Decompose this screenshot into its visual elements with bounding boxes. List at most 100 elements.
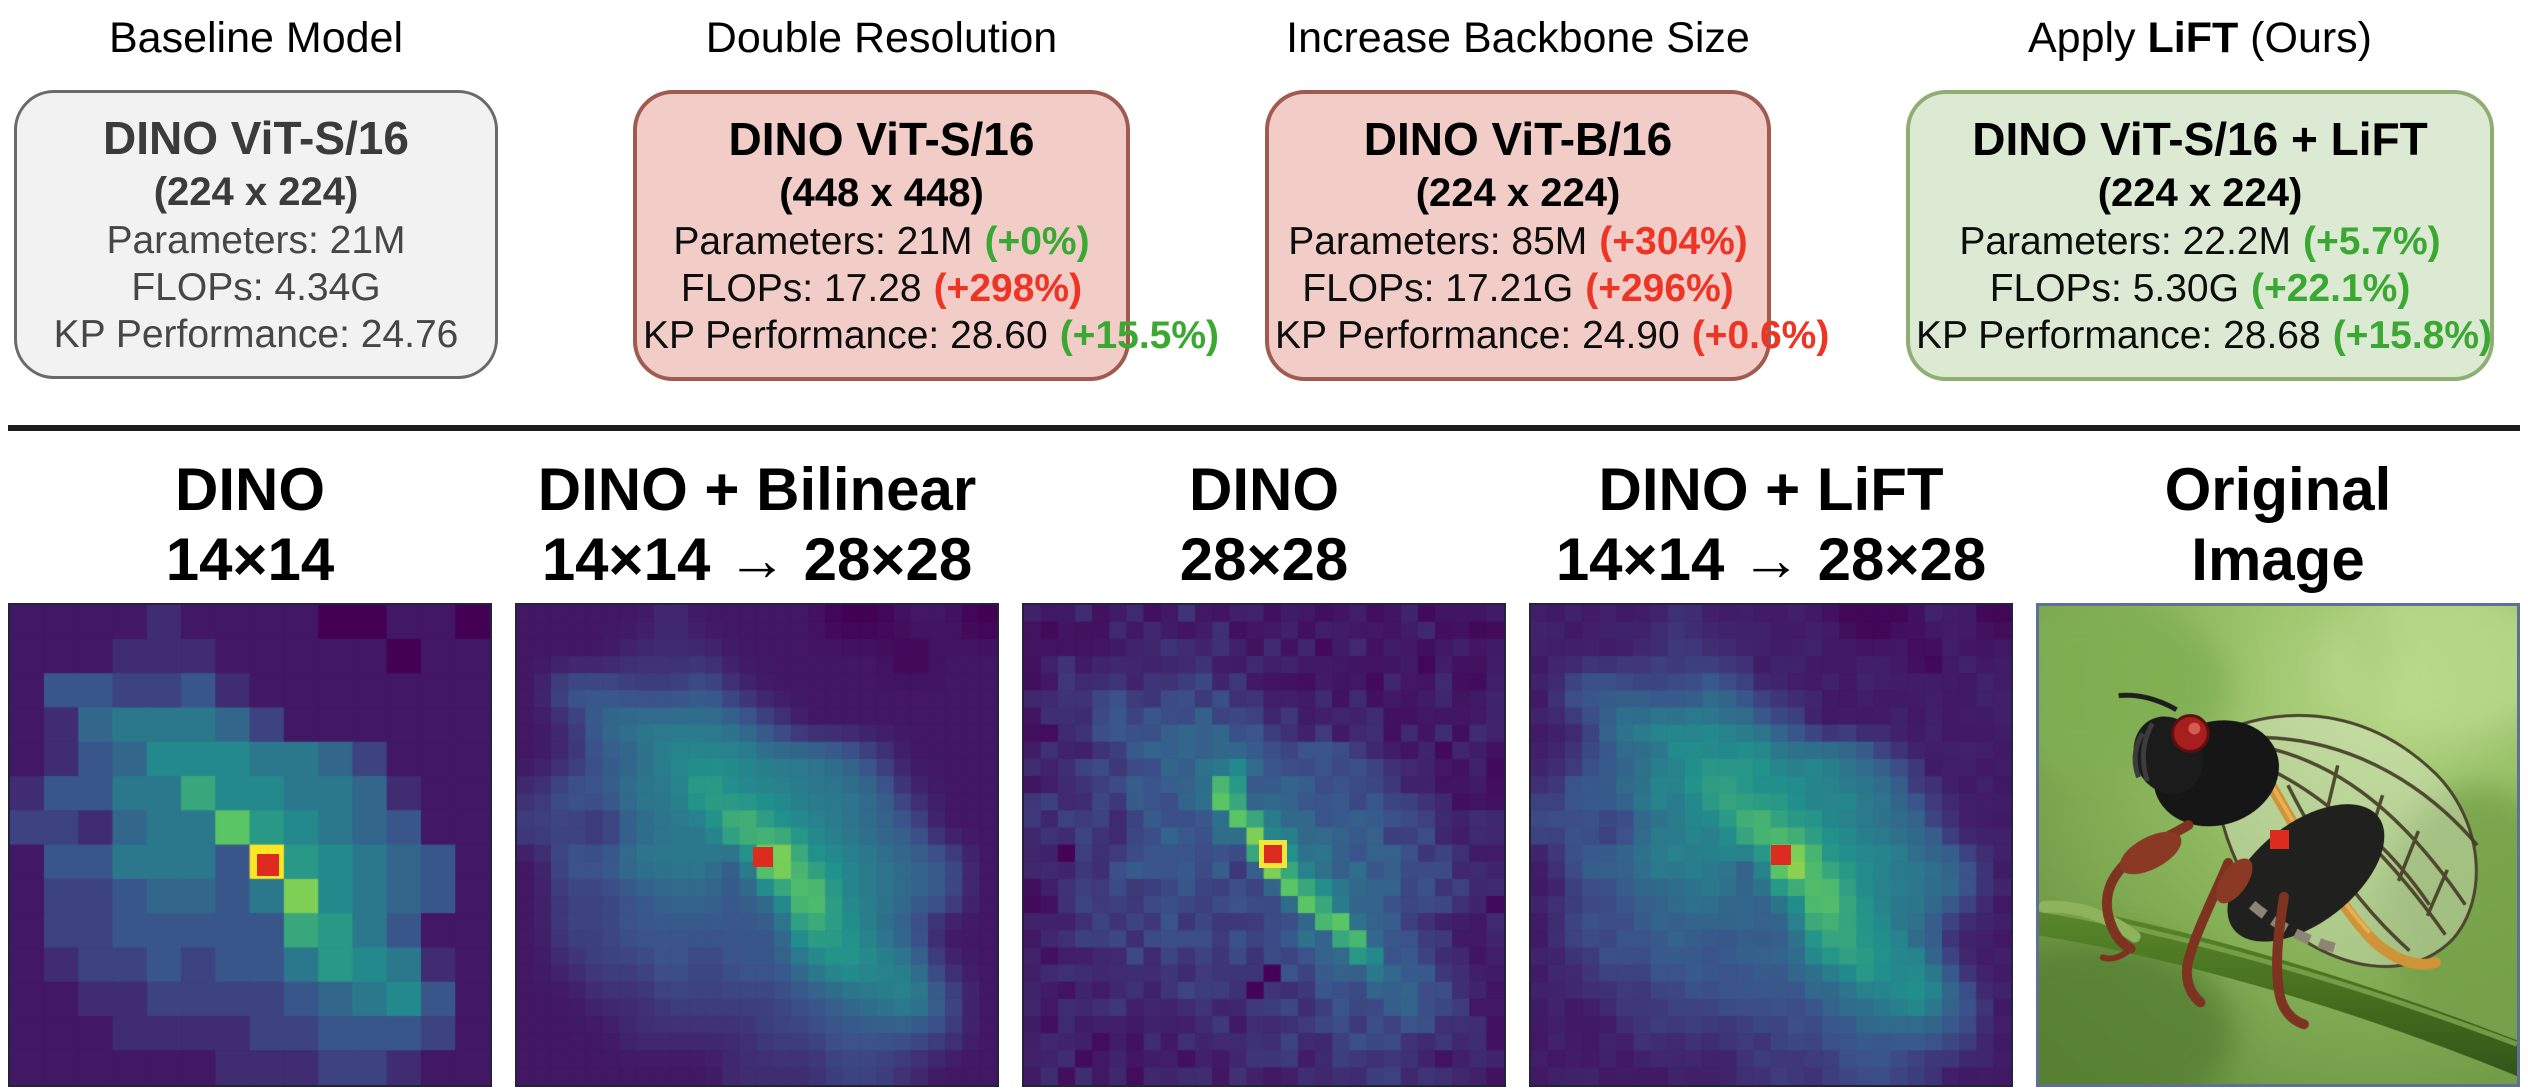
heatmap-canvas-dino_14x14 bbox=[10, 605, 490, 1085]
eye-ring bbox=[2170, 714, 2210, 753]
stat-row: FLOPs: 5.30G (+22.1%) bbox=[1916, 265, 2484, 312]
stat-row: Parameters: 22.2M (+5.7%) bbox=[1916, 218, 2484, 265]
stat-text: FLOPs: 17.21G bbox=[1302, 267, 1574, 310]
stat-row: Parameters: 85M (+304%) bbox=[1275, 218, 1761, 265]
feature-title-line2: 28×28 bbox=[1179, 526, 1349, 593]
label-text: Double Resolution bbox=[705, 14, 1058, 62]
heatmap-lift_28x28 bbox=[1529, 603, 2013, 1087]
cicada-photo bbox=[2039, 606, 2517, 1084]
feature-title-line2: 14×14 bbox=[165, 526, 335, 593]
model-box-label: Increase Backbone Size bbox=[1265, 10, 1771, 66]
feature-maps-row: DINO 14×14 DINO + Bilinear 14×14 → 28×28 DIN… bbox=[0, 431, 2528, 1087]
heatmap-bilinear_28x28 bbox=[515, 603, 999, 1087]
mid-femur bbox=[2215, 858, 2253, 904]
stat-delta: (+5.7%) bbox=[2302, 220, 2441, 263]
cicada bbox=[2099, 692, 2479, 1030]
model-box: DINO ViT-S/16 + LiFT (224 x 224) Parameter… bbox=[1906, 90, 2494, 381]
model-box: DINO ViT-B/16 (224 x 224) Parameters: 85M(… bbox=[1265, 90, 1829, 381]
stat-row: KP Performance: 28.68 (+15.8%) bbox=[1916, 312, 2492, 359]
antenna bbox=[2118, 692, 2178, 712]
stat-text: FLOPs: 4.34G bbox=[131, 266, 381, 309]
heatmap-dino_28x28 bbox=[1022, 603, 1506, 1087]
stat-text: KP Performance: 24.90 bbox=[1275, 314, 1680, 357]
stem-highlight bbox=[2039, 907, 2517, 1047]
eye-highlight bbox=[2188, 722, 2201, 735]
keypoint-marker bbox=[257, 854, 280, 877]
stat-delta: (+15.8%) bbox=[2332, 314, 2493, 357]
model-name: DINO ViT-S/16 bbox=[103, 112, 409, 164]
feature-title-line1: DINO + LiFT bbox=[1598, 456, 1944, 523]
stat-text: Parameters: 22.2M bbox=[1959, 220, 2291, 263]
red-eye bbox=[2172, 715, 2209, 752]
front-femur bbox=[2119, 831, 2182, 875]
feature-column-1: DINO 14×14 bbox=[8, 455, 492, 1087]
feature-title-line1: DINO + Bilinear bbox=[537, 456, 977, 523]
label-text: (Ours) bbox=[2238, 14, 2373, 62]
heatmap-canvas-bilinear_28x28 bbox=[517, 605, 997, 1085]
model-column-1: Baseline Model DINO ViT-S/16 (224 x 224) Pa… bbox=[14, 10, 498, 379]
model-column-2: Double Resolution DINO ViT-S/16 (448 x 448… bbox=[633, 10, 1219, 381]
input-resolution: (224 x 224) bbox=[153, 170, 359, 214]
stat-row: Parameters: 21M (+0%) bbox=[643, 218, 1120, 265]
stat-text: FLOPs: 5.30G bbox=[1989, 267, 2239, 310]
keypoint-marker bbox=[2270, 830, 2290, 850]
feature-column-2: DINO + Bilinear 14×14 → 28×28 bbox=[515, 455, 999, 1087]
stat-row: FLOPs: 17.28 (+298%) bbox=[643, 265, 1120, 312]
original-image bbox=[2036, 603, 2520, 1087]
label-text: Baseline Model bbox=[108, 14, 403, 62]
model-name: DINO ViT-S/16 bbox=[728, 113, 1035, 165]
stat-row: KP Performance: 24.90 (+0.6%) bbox=[1275, 312, 1829, 359]
feature-title-line2: Image bbox=[2191, 526, 2365, 593]
abdomen-segments bbox=[2248, 900, 2339, 954]
heatmap-dino_14x14 bbox=[8, 603, 492, 1087]
model-box-label: Double Resolution bbox=[633, 10, 1130, 66]
model-name: DINO ViT-B/16 bbox=[1363, 113, 1673, 165]
input-resolution: (448 x 448) bbox=[779, 171, 984, 215]
model-box-label: Baseline Model bbox=[14, 10, 498, 66]
stem-shoot bbox=[2039, 900, 2141, 943]
stat-text: Parameters: 21M bbox=[673, 220, 973, 263]
stat-text: Parameters: 85M bbox=[1288, 220, 1588, 263]
feature-title-line1: DINO bbox=[1189, 456, 1339, 523]
stat-text: KP Performance: 28.68 bbox=[1916, 314, 2321, 357]
stat-delta: (+15.5%) bbox=[1059, 314, 1220, 357]
stat-delta: (+296%) bbox=[1585, 267, 1734, 310]
head-ridges bbox=[2132, 722, 2155, 783]
stat-delta: (+0%) bbox=[984, 220, 1090, 263]
model-box: DINO ViT-S/16 (224 x 224) Parameters: 21M F… bbox=[14, 90, 498, 379]
keypoint-marker bbox=[1770, 844, 1791, 865]
model-column-4: Apply LiFT (Ours) DINO ViT-S/16 + LiFT (22… bbox=[1906, 10, 2494, 381]
stat-row: KP Performance: 28.60 (+15.5%) bbox=[643, 312, 1219, 359]
label-text-bold: LiFT bbox=[2147, 14, 2239, 62]
feature-column-5: Original Image bbox=[2036, 455, 2520, 1087]
model-column-3: Increase Backbone Size DINO ViT-B/16 (224 … bbox=[1265, 10, 1829, 381]
stat-delta: (+304%) bbox=[1599, 220, 1748, 263]
feature-column-4: DINO + LiFT 14×14 → 28×28 bbox=[1529, 455, 2013, 1087]
input-resolution: (224 x 224) bbox=[1415, 171, 1621, 215]
stat-delta: (+22.1%) bbox=[2250, 267, 2411, 310]
feature-title-line1: Original bbox=[2164, 456, 2392, 523]
abdomen bbox=[2227, 804, 2385, 942]
stat-text: KP Performance: 28.60 bbox=[643, 314, 1048, 357]
section-divider bbox=[8, 425, 2520, 431]
stat-text: Parameters: 21M bbox=[106, 219, 406, 262]
model-name: DINO ViT-S/16 + LiFT bbox=[1972, 113, 2428, 165]
feature-title-line2: 14×14 → 28×28 bbox=[541, 526, 973, 593]
stat-delta: (+0.6%) bbox=[1691, 314, 1830, 357]
model-box-label: Apply LiFT (Ours) bbox=[1906, 10, 2494, 66]
stat-row: FLOPs: 17.21G (+296%) bbox=[1275, 265, 1761, 312]
keypoint-marker bbox=[1263, 844, 1282, 863]
stat-text: FLOPs: 17.28 bbox=[680, 267, 922, 310]
stat-row: KP Performance: 24.76 bbox=[23, 311, 489, 358]
feature-title-line1: DINO bbox=[175, 456, 325, 523]
label-text: Apply bbox=[2027, 14, 2148, 62]
feature-column-3: DINO 28×28 bbox=[1022, 455, 1506, 1087]
keypoint-marker bbox=[753, 847, 774, 867]
feature-title-line2: 14×14 → 28×28 bbox=[1555, 526, 1987, 593]
stat-delta: (+298%) bbox=[933, 267, 1083, 310]
stat-row: FLOPs: 4.34G bbox=[23, 264, 489, 311]
model-box: DINO ViT-S/16 (448 x 448) Parameters: 21M(… bbox=[633, 90, 1219, 381]
model-comparison-row: Baseline Model DINO ViT-S/16 (224 x 224) Pa… bbox=[0, 0, 2528, 381]
stat-row: Parameters: 21M bbox=[23, 217, 489, 264]
